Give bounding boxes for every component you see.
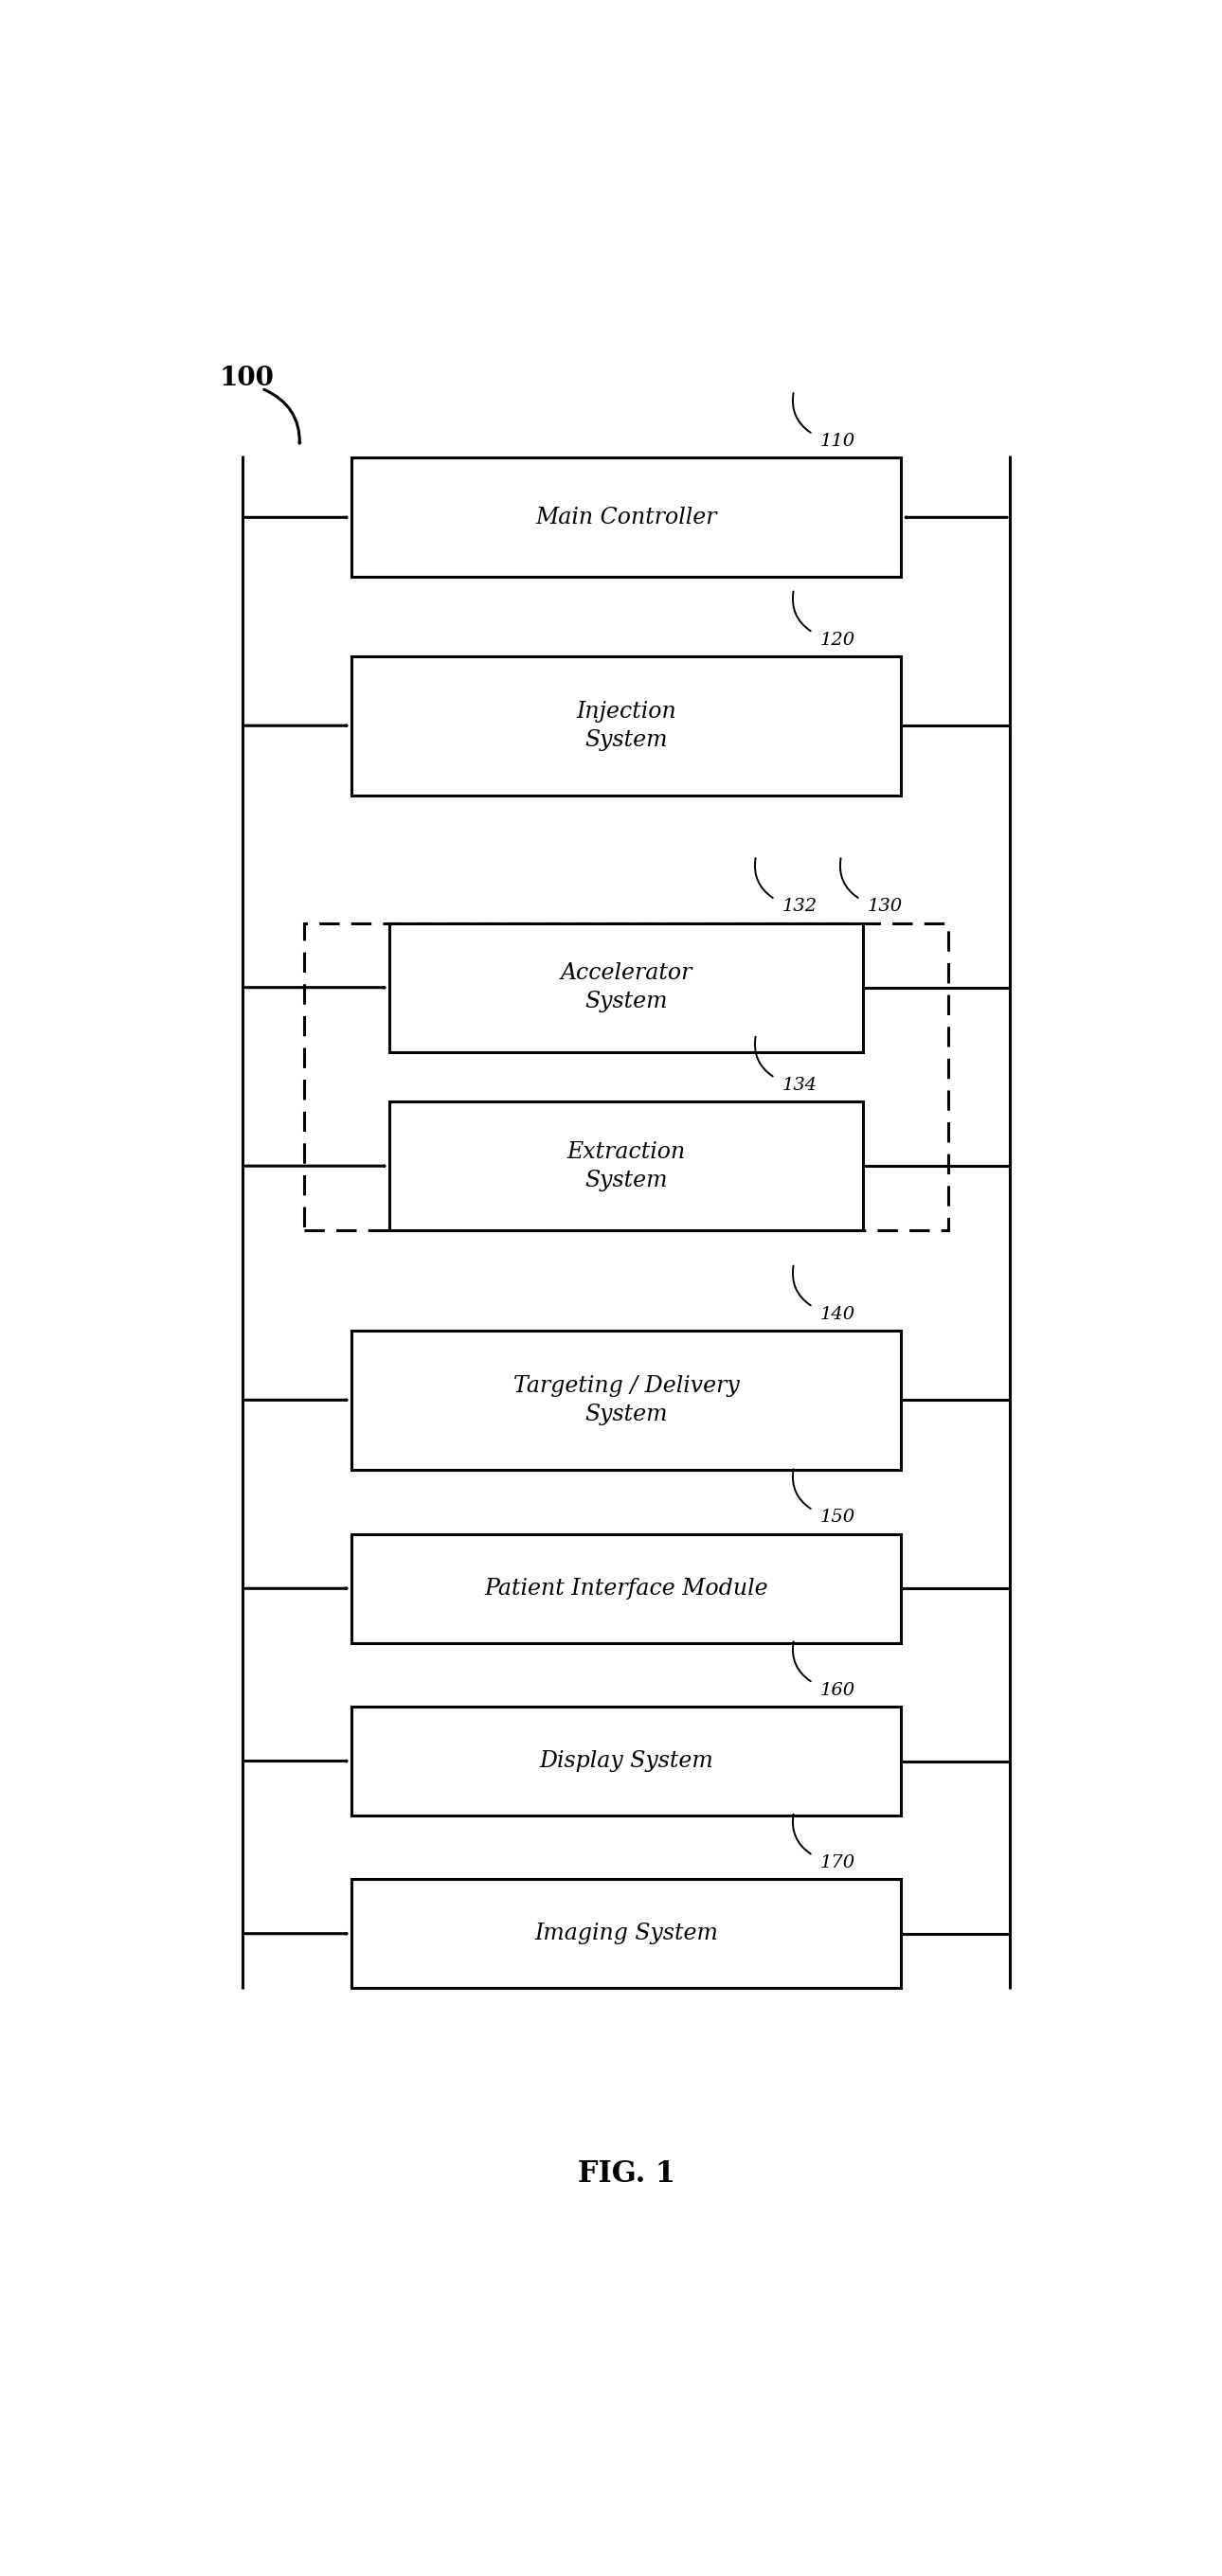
Text: Imaging System: Imaging System	[534, 1922, 719, 1945]
Bar	[352, 459, 901, 577]
Bar	[352, 657, 901, 796]
Bar	[352, 1705, 901, 1816]
Text: FIG. 1: FIG. 1	[578, 2159, 675, 2187]
Text: 170: 170	[820, 1855, 855, 1870]
Text: Patient Interface Module: Patient Interface Module	[484, 1577, 769, 1600]
Text: 140: 140	[820, 1306, 855, 1321]
Text: Display System: Display System	[539, 1749, 714, 1772]
Text: Targeting / Delivery
System: Targeting / Delivery System	[513, 1376, 739, 1425]
Bar	[390, 1103, 863, 1231]
Text: 110: 110	[820, 433, 855, 451]
Bar	[352, 1332, 901, 1468]
Text: 160: 160	[820, 1682, 855, 1698]
Bar	[352, 1533, 901, 1643]
Text: Extraction
System: Extraction System	[567, 1141, 686, 1190]
Text: Injection
System: Injection System	[577, 701, 676, 750]
Text: 134: 134	[782, 1077, 818, 1095]
Text: Accelerator
System: Accelerator System	[560, 963, 693, 1012]
Bar	[304, 922, 948, 1231]
Text: 150: 150	[820, 1510, 855, 1525]
Bar	[352, 1878, 901, 1989]
Text: 132: 132	[782, 899, 818, 914]
Text: 130: 130	[868, 899, 903, 914]
Text: Main Controller: Main Controller	[535, 507, 717, 528]
Bar	[390, 922, 863, 1051]
Text: 100: 100	[219, 366, 274, 392]
Text: 120: 120	[820, 631, 855, 649]
